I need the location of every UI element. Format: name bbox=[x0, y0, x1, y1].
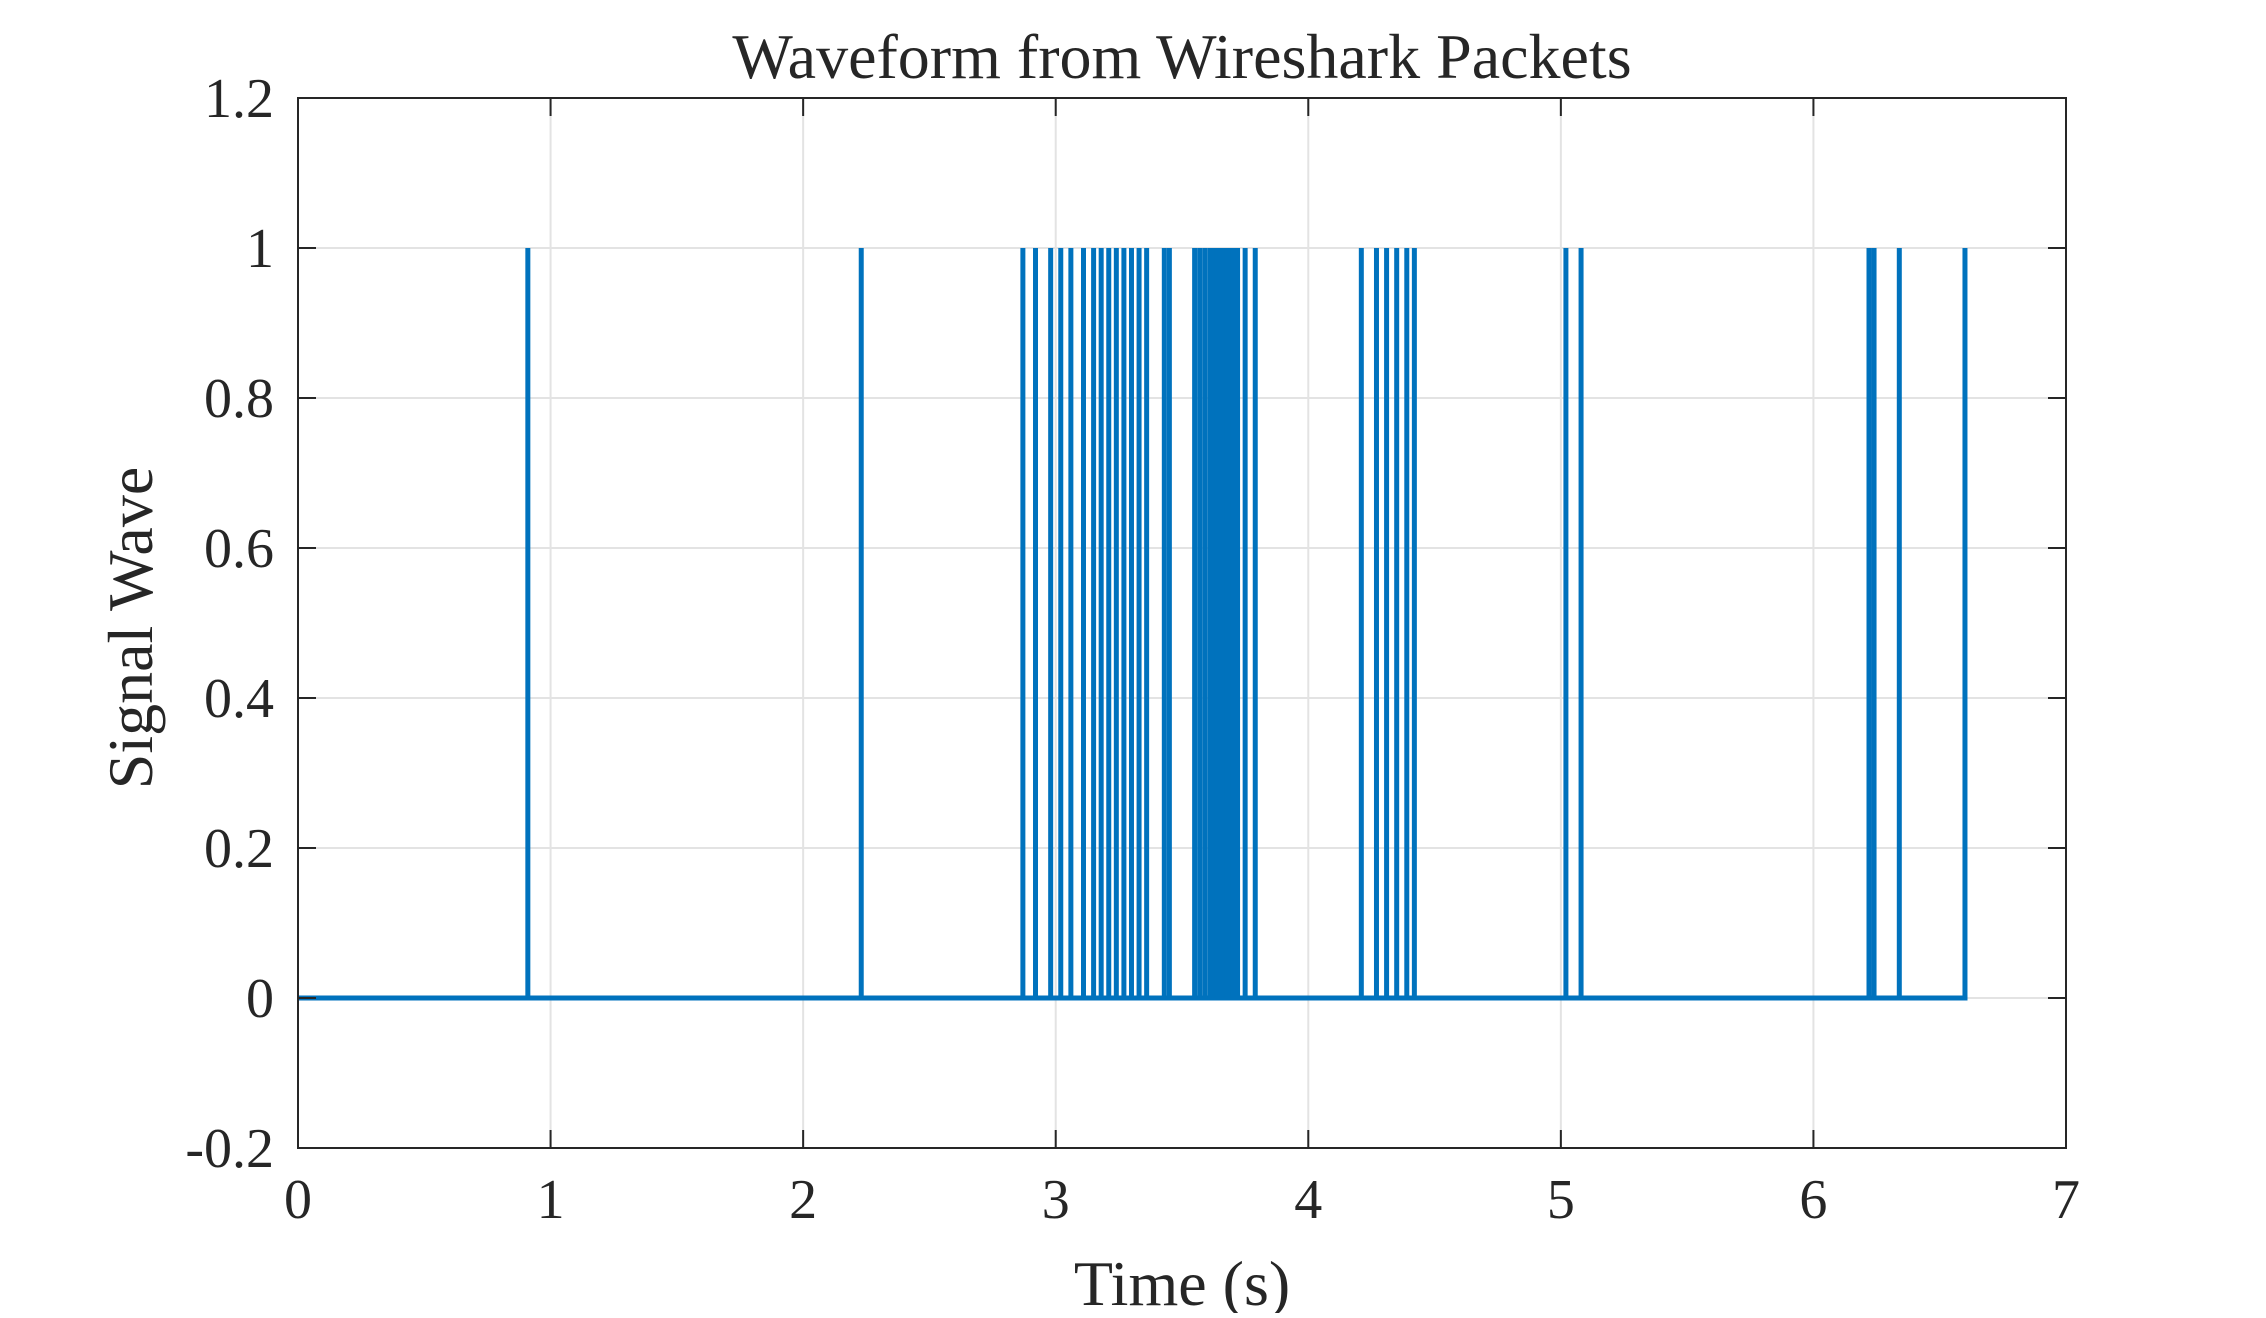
y-axis-title: Signal Wave bbox=[95, 467, 166, 790]
plot-background bbox=[298, 98, 2066, 1148]
series-layer bbox=[298, 248, 1968, 1001]
y-tick-label: 0.8 bbox=[204, 368, 274, 430]
y-tick-label: 0.2 bbox=[204, 818, 274, 880]
x-tick-label: 7 bbox=[2052, 1169, 2080, 1231]
y-tick-label: 0 bbox=[246, 968, 274, 1030]
x-tick-label: 1 bbox=[537, 1169, 565, 1231]
y-tick-label: 1.2 bbox=[204, 68, 274, 130]
x-tick-label: 2 bbox=[789, 1169, 817, 1231]
plot-frame bbox=[297, 97, 2067, 1149]
x-tick-label: 6 bbox=[1799, 1169, 1827, 1231]
x-tick-label: 5 bbox=[1547, 1169, 1575, 1231]
y-tick-label: -0.2 bbox=[185, 1118, 274, 1180]
y-tick-label: 0.6 bbox=[204, 518, 274, 580]
chart-title: Waveform from Wireshark Packets bbox=[732, 21, 1631, 92]
y-tick-labels: -0.2 0 0.2 0.4 0.6 0.8 1 1.2 bbox=[185, 68, 274, 1180]
x-tick-label: 3 bbox=[1042, 1169, 1070, 1231]
y-tick-label: 0.4 bbox=[204, 668, 274, 730]
x-tick-labels: 0 1 2 3 4 5 6 7 bbox=[284, 1169, 2080, 1231]
x-tick-label: 0 bbox=[284, 1169, 312, 1231]
x-axis-title: Time (s) bbox=[1074, 1248, 1290, 1313]
y-tick-label: 1 bbox=[246, 218, 274, 280]
x-tick-label: 4 bbox=[1294, 1169, 1322, 1231]
ticks bbox=[297, 97, 2067, 1149]
